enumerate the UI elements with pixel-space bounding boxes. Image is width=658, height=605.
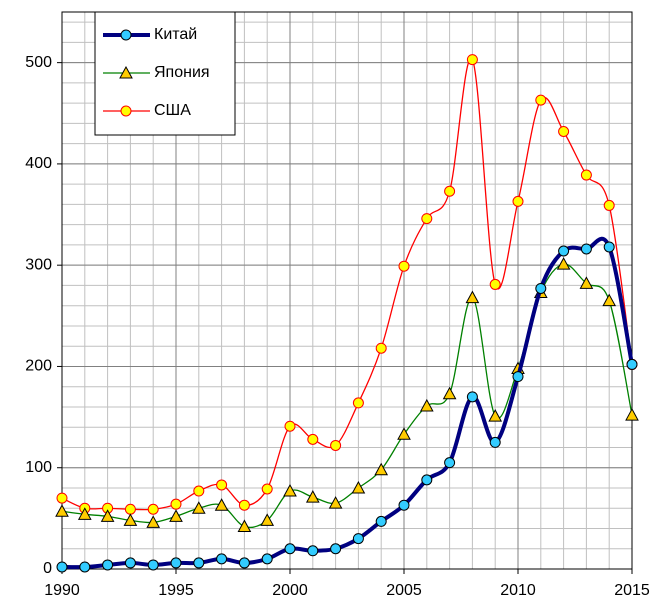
marker <box>374 462 389 476</box>
marker <box>191 501 206 514</box>
marker <box>216 479 228 491</box>
y-tick-label: 200 <box>25 358 52 375</box>
y-tick-label: 0 <box>43 560 52 577</box>
marker <box>77 507 92 520</box>
marker <box>330 543 342 555</box>
marker <box>55 504 69 517</box>
marker <box>626 358 638 370</box>
marker <box>465 290 480 304</box>
x-tick-label: 1995 <box>158 582 194 599</box>
marker <box>193 557 205 569</box>
marker <box>119 65 133 79</box>
y-tick-label: 100 <box>25 459 52 476</box>
marker <box>489 436 501 448</box>
marker <box>352 533 364 545</box>
marker <box>602 293 617 307</box>
marker <box>261 553 273 565</box>
marker <box>421 474 433 486</box>
marker <box>237 519 252 532</box>
marker <box>328 496 343 509</box>
marker <box>512 371 524 383</box>
marker <box>580 243 592 255</box>
marker <box>56 561 68 573</box>
legend-label: США <box>154 102 191 119</box>
marker <box>603 241 615 253</box>
marker <box>398 260 410 272</box>
marker <box>124 557 136 569</box>
marker <box>580 169 592 181</box>
marker <box>330 439 342 451</box>
y-tick-label: 300 <box>25 256 52 273</box>
marker <box>147 559 159 571</box>
marker <box>351 480 366 494</box>
marker <box>558 245 570 257</box>
marker <box>535 94 547 106</box>
marker <box>421 213 433 225</box>
marker <box>444 185 456 197</box>
marker <box>261 483 273 495</box>
marker <box>193 485 205 497</box>
marker <box>170 557 182 569</box>
marker <box>79 561 91 573</box>
plot-border <box>61 11 633 570</box>
marker <box>488 409 503 422</box>
y-tick-label: 500 <box>25 54 52 71</box>
x-tick-label: 2005 <box>386 582 422 599</box>
marker <box>398 499 410 511</box>
marker <box>625 408 639 421</box>
marker <box>442 386 457 400</box>
marker <box>124 503 136 515</box>
marker <box>444 457 456 469</box>
series-line <box>61 236 634 570</box>
marker <box>283 483 297 497</box>
marker <box>466 54 478 66</box>
legend: Китай Япония США <box>94 11 236 136</box>
marker <box>170 498 182 510</box>
marker <box>603 199 615 211</box>
legend-label: Китай <box>154 26 197 43</box>
marker <box>419 398 434 412</box>
x-tick-label: 2000 <box>272 582 308 599</box>
marker <box>120 29 132 41</box>
x-tick-label: 2015 <box>614 582 650 599</box>
marker <box>558 126 570 138</box>
marker <box>260 513 275 526</box>
marker <box>123 513 138 526</box>
marker <box>238 557 250 569</box>
y-tick-label: 400 <box>25 155 52 172</box>
marker <box>214 498 229 511</box>
marker <box>535 282 547 294</box>
marker <box>120 105 132 117</box>
marker <box>352 397 364 409</box>
marker <box>579 276 594 289</box>
marker <box>489 278 501 290</box>
marker <box>375 342 387 354</box>
marker <box>146 515 161 528</box>
marker <box>397 427 411 440</box>
x-tick-label: 1990 <box>44 582 80 599</box>
marker <box>238 499 250 511</box>
marker <box>100 509 115 522</box>
marker <box>216 553 228 565</box>
marker <box>512 195 524 207</box>
marker <box>102 559 114 571</box>
marker <box>375 515 387 527</box>
marker <box>284 420 296 432</box>
marker <box>466 391 478 403</box>
marker <box>56 492 68 504</box>
marker <box>169 509 183 522</box>
marker <box>307 545 319 557</box>
marker <box>556 257 571 270</box>
x-tick-label: 2010 <box>500 582 536 599</box>
marker <box>307 433 319 445</box>
marker <box>284 543 296 555</box>
legend-label: Япония <box>154 64 210 81</box>
marker <box>147 503 159 515</box>
marker <box>305 490 320 503</box>
